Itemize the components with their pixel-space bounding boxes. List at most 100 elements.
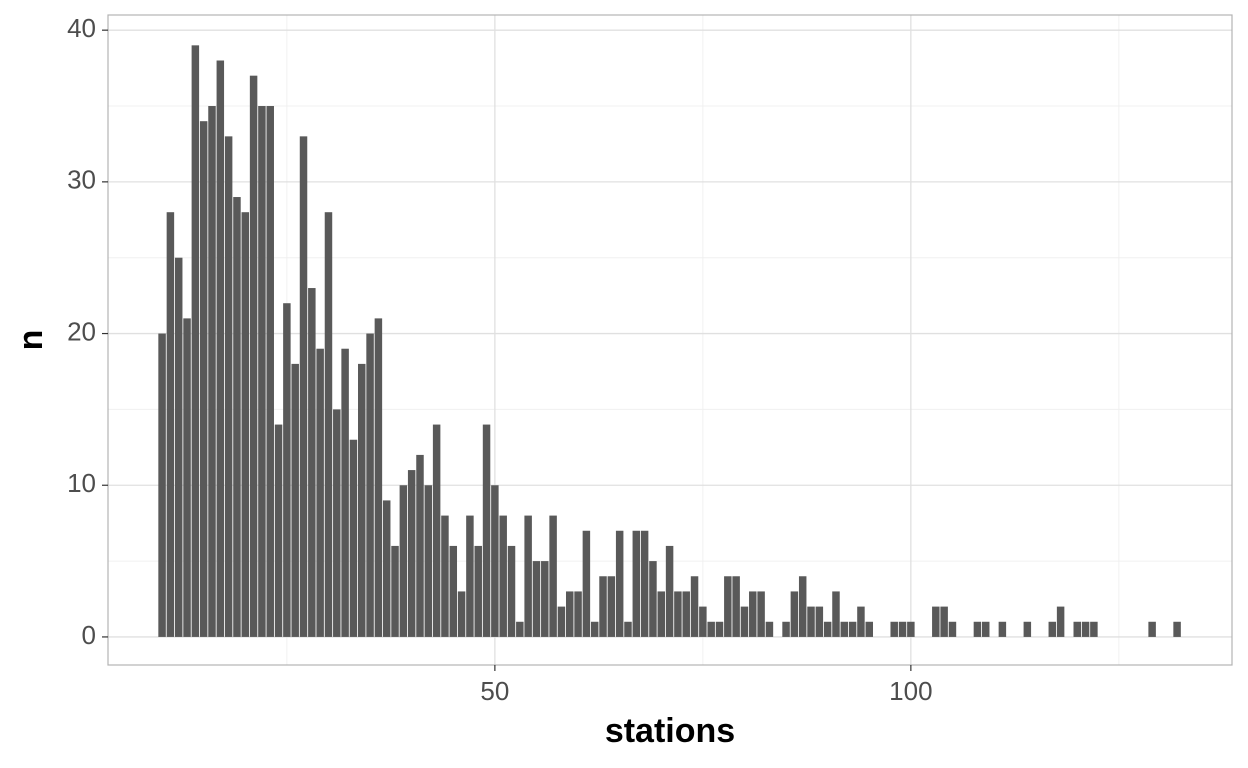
bar	[174, 257, 183, 637]
bar	[191, 45, 200, 637]
bar	[249, 75, 258, 637]
bar	[216, 60, 225, 637]
bar	[208, 106, 216, 637]
bar	[981, 621, 990, 637]
bar	[615, 530, 624, 637]
bar	[166, 212, 175, 637]
bar	[324, 212, 333, 637]
bar	[274, 424, 283, 637]
y-tick-label: 30	[67, 165, 96, 195]
y-tick-label: 40	[67, 13, 96, 43]
bar	[823, 621, 832, 637]
bar	[399, 485, 408, 637]
bar	[199, 121, 208, 637]
ticks: 0 10 20 30 40 50 100	[67, 13, 932, 706]
bar	[549, 515, 557, 637]
bar	[940, 606, 948, 637]
bar	[599, 576, 607, 637]
bar	[382, 500, 391, 637]
bar	[308, 288, 316, 637]
bar	[649, 561, 657, 637]
bar	[607, 576, 616, 637]
bar	[466, 515, 474, 637]
bar	[632, 530, 641, 637]
bar	[624, 621, 632, 637]
bar	[482, 424, 491, 637]
bar	[948, 621, 957, 637]
x-axis-title: stations	[605, 712, 735, 750]
bar	[757, 591, 765, 637]
bar	[715, 621, 724, 637]
bar	[557, 606, 566, 637]
bar	[158, 333, 166, 637]
bar	[432, 424, 441, 637]
bar	[765, 621, 774, 637]
bar	[998, 621, 1007, 637]
bar	[582, 530, 591, 637]
bar	[865, 621, 874, 637]
bar	[699, 606, 707, 637]
bar	[241, 212, 250, 637]
bar	[532, 561, 541, 637]
bar	[815, 606, 824, 637]
bar	[449, 545, 458, 637]
bar	[366, 333, 374, 637]
bar	[416, 454, 424, 637]
bar	[932, 606, 940, 637]
bars	[158, 45, 1181, 637]
bar	[724, 576, 732, 637]
bar	[391, 545, 399, 637]
bar	[316, 348, 324, 637]
bar	[233, 197, 241, 637]
bar	[349, 439, 358, 637]
bar	[341, 348, 349, 637]
bar	[474, 545, 482, 637]
bar	[1056, 606, 1065, 637]
bar	[183, 318, 191, 637]
bar	[1048, 621, 1057, 637]
bar	[682, 591, 690, 637]
x-tick-label: 100	[889, 676, 932, 706]
bar	[507, 545, 516, 637]
y-tick-label: 0	[82, 620, 96, 650]
bar	[566, 591, 574, 637]
bar	[690, 576, 699, 637]
bar	[1173, 621, 1181, 637]
bar	[907, 621, 915, 637]
bar	[973, 621, 982, 637]
bar	[798, 576, 807, 637]
bar	[457, 591, 466, 637]
bar	[707, 621, 715, 637]
bar	[516, 621, 524, 637]
bar	[266, 106, 274, 637]
y-tick-label: 20	[67, 316, 96, 346]
bar	[590, 621, 599, 637]
panel-border	[107, 14, 1233, 666]
bar	[807, 606, 815, 637]
bar	[1081, 621, 1090, 637]
bar	[790, 591, 799, 637]
bar	[749, 591, 757, 637]
bar	[299, 136, 308, 637]
bar	[424, 485, 433, 637]
bar	[782, 621, 790, 637]
bar	[524, 515, 532, 637]
bar	[832, 591, 840, 637]
bar	[1073, 621, 1081, 637]
bar	[491, 485, 499, 637]
bar	[224, 136, 233, 637]
bar	[1023, 621, 1032, 637]
y-axis-title: n	[12, 330, 50, 351]
bar	[740, 606, 749, 637]
bar	[890, 621, 898, 637]
y-tick-label: 10	[67, 468, 96, 498]
bar	[407, 470, 416, 637]
bar	[258, 106, 266, 637]
bar	[665, 545, 674, 637]
bar	[283, 303, 291, 637]
bar	[898, 621, 907, 637]
bar	[840, 621, 849, 637]
bar	[541, 561, 549, 637]
